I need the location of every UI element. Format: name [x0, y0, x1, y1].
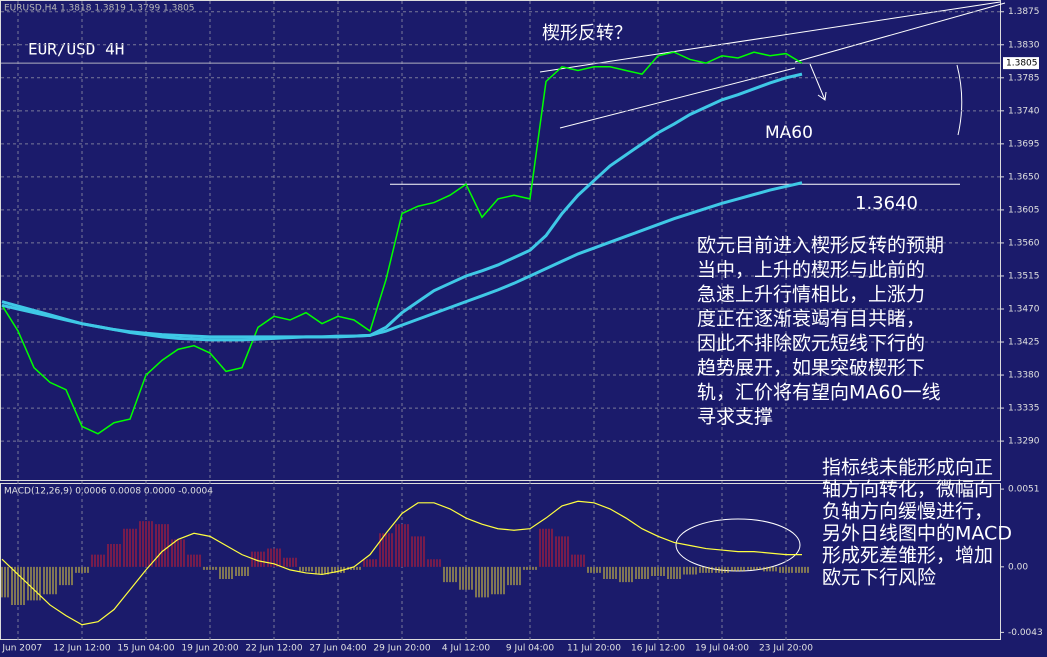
x-tick-label: 12 Jun 12:00 — [53, 644, 110, 654]
last-price-label: 1.3805 — [1006, 59, 1038, 69]
price-panel — [0, 0, 1001, 481]
y-tick-label: 0.00 — [1008, 562, 1028, 572]
wedge-upper — [539, 1, 1001, 73]
y-tick-label: 0.0051 — [1008, 485, 1040, 495]
y-tick-label: 1.3515 — [1008, 271, 1040, 281]
x-tick-label: 27 Jun 04:00 — [309, 644, 366, 654]
header: EURUSD,H4 1.3818 1.3819 1.3799 1.3805 — [4, 4, 195, 14]
price-line — [1, 51, 803, 435]
macd-title: MACD(12,26,9) 0.0006 0.0008 0.0000 -0.00… — [4, 487, 213, 497]
annotation-line: 指标线未能形成向正 — [822, 457, 993, 479]
annotation-line: 轨，汇价将有望向MA60一线 — [697, 382, 941, 404]
level-label: 1.3640 — [855, 193, 918, 214]
x-tick-label: 15 Jun 04:00 — [117, 644, 174, 654]
annotation-line: 欧元下行风险 — [822, 567, 936, 589]
annotation-line: 当中，上升的楔形与此前的 — [697, 259, 925, 281]
wedge-lower — [559, 67, 796, 129]
y-tick-label: 1.3650 — [1008, 172, 1040, 182]
y-tick-label: -0.0043 — [1008, 628, 1043, 638]
y-tick-label: 1.3335 — [1008, 404, 1040, 414]
ma-line — [1, 181, 803, 339]
signal-line — [1, 500, 802, 626]
macd-panel — [0, 483, 1001, 640]
y-tick-label: 1.3695 — [1008, 139, 1040, 149]
y-tick-label: 1.3290 — [1008, 437, 1040, 447]
annotation-line: 轴方向转化，微幅向 — [822, 479, 993, 501]
x-tick-label: 4 Jul 12:00 — [442, 644, 491, 654]
annotation-line: 急速上升行情相比，上涨力 — [697, 284, 925, 306]
y-tick-label: 1.3875 — [1008, 7, 1040, 17]
x-tick-label: 23 Jul 20:00 — [759, 644, 813, 654]
y-tick-label: 1.3425 — [1008, 338, 1040, 348]
annotation-line: 寻求支撑 — [697, 406, 773, 428]
last-price-box — [1003, 57, 1039, 70]
annotation-line: 度正在逐渐衰竭有目共睹， — [697, 308, 925, 330]
wedge-ext — [794, 2, 1006, 63]
x-tick-label: 22 Jun 12:00 — [245, 644, 302, 654]
x-tick-label: 19 Jun 20:00 — [181, 644, 238, 654]
y-tick-label: 1.3830 — [1008, 40, 1040, 50]
chart-subtitle: 楔形反转？ — [542, 23, 632, 44]
y-tick-label: 1.3560 — [1008, 238, 1040, 248]
x-tick-label: 9 Jul 04:00 — [506, 644, 555, 654]
annotation-line: 另外日线图中的MACD — [822, 523, 1012, 545]
y-tick-label: 1.3605 — [1008, 205, 1040, 215]
y-tick-label: 1.3470 — [1008, 304, 1040, 314]
annotation-line: 负轴方向缓慢进行， — [822, 501, 993, 523]
y-tick-label: 1.3380 — [1008, 371, 1040, 381]
y-tick-label: 1.3785 — [1008, 73, 1040, 83]
annotation-line: 趋势展开，如果突破楔形下 — [697, 357, 925, 379]
annotation-line: 欧元目前进入楔形反转的预期 — [697, 235, 944, 257]
y-tick-label: 1.3740 — [1008, 106, 1040, 116]
x-tick-label: 19 Jul 04:00 — [695, 644, 749, 654]
annotation-line: 形成死差雏形，增加 — [822, 545, 993, 567]
x-tick-label: 7 Jun 2007 — [0, 644, 42, 654]
arrow — [809, 63, 827, 101]
x-tick-label: 16 Jul 12:00 — [631, 644, 685, 654]
annotation-line: 因此不排除欧元短线下行的 — [697, 333, 925, 355]
chart-title: EUR/USD 4H — [28, 40, 124, 59]
ma-label: MA60 — [765, 123, 813, 143]
arc — [956, 64, 963, 136]
x-tick-label: 29 Jun 20:00 — [373, 644, 430, 654]
x-tick-label: 11 Jul 20:00 — [567, 644, 621, 654]
